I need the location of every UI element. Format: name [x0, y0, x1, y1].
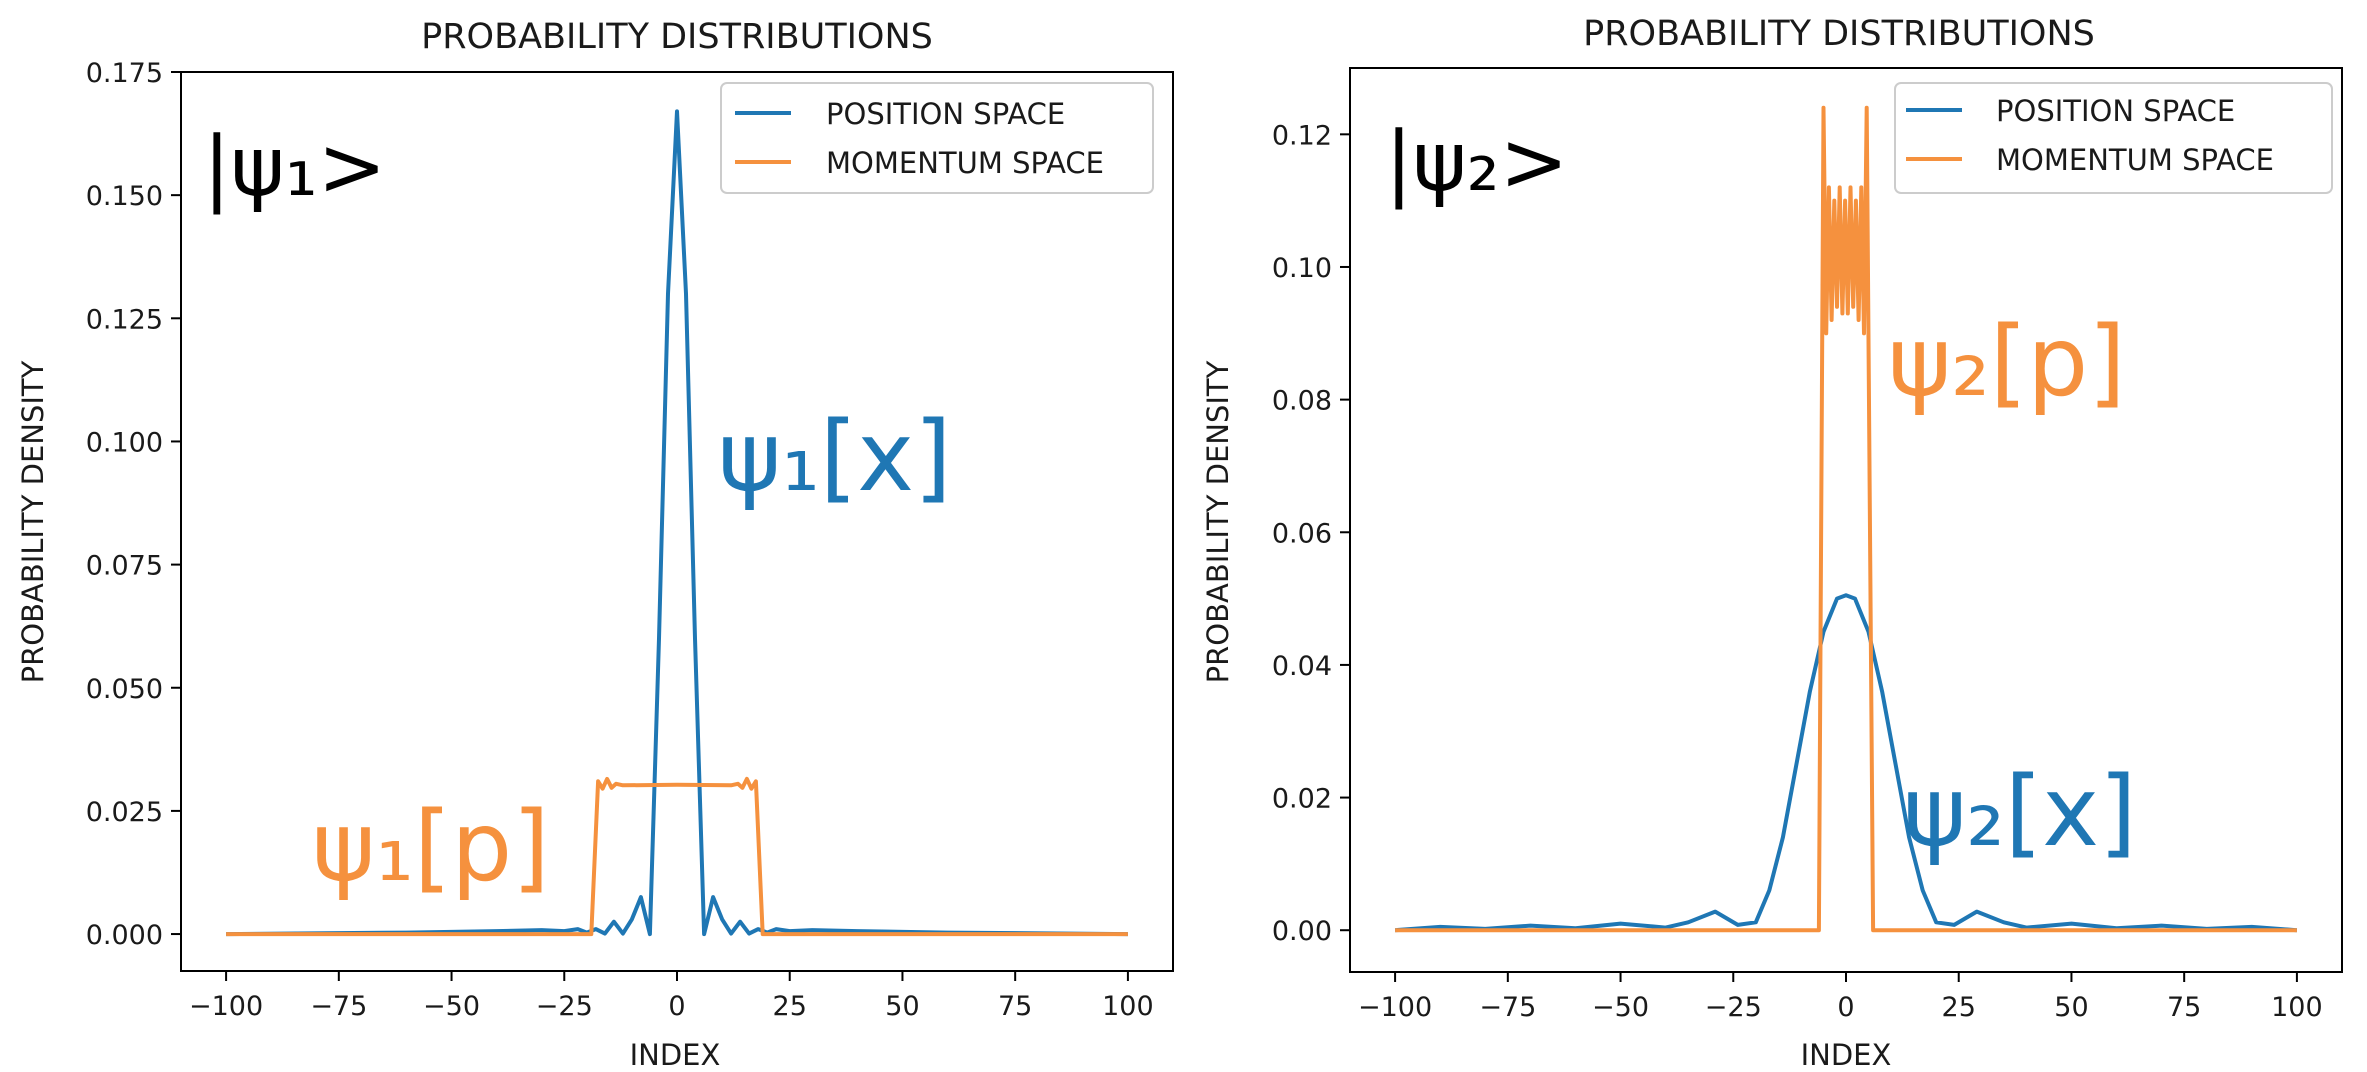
chart-panel-left: PROBABILITY DISTRIBUTIONS −100 −75 −50 −25 0…: [16, 17, 1174, 1072]
x-axis-label: INDEX: [630, 1038, 721, 1072]
y-tick-label: 0.06: [1272, 518, 1332, 549]
x-tick-label: −75: [1479, 992, 1536, 1023]
series-line-momentum-space: [226, 776, 1128, 937]
x-tick-label: 25: [773, 991, 807, 1022]
legend-box: [1894, 82, 2333, 194]
x-axis-ticks: −100 −75 −50 −25 0 25 50 75 100: [189, 971, 1154, 1022]
legend-box: [720, 82, 1154, 194]
legend: POSITION SPACE MOMENTUM SPACE: [720, 82, 1154, 194]
x-tick-label: 25: [1942, 992, 1976, 1023]
x-tick-label: 0: [1837, 992, 1854, 1023]
plot-lines: [1394, 105, 2298, 933]
y-tick-label: 0.100: [86, 427, 163, 458]
y-axis-ticks: 0.000 0.025 0.050 0.075 0.100 0.125 0.150 0.175: [86, 58, 181, 951]
y-axis-ticks: 0.00 0.02 0.04 0.06 0.08 0.10 0.12: [1272, 120, 1350, 947]
legend-label-position: POSITION SPACE: [826, 97, 1065, 131]
chart-panel-right: PROBABILITY DISTRIBUTIONS −100 −75 −50 −25 0…: [1201, 14, 2343, 1072]
x-tick-label: −75: [310, 991, 367, 1022]
annotation-psi2-p: ψ₂[p]: [1888, 306, 2126, 418]
y-tick-label: 0.150: [86, 181, 163, 212]
x-tick-label: −50: [423, 991, 480, 1022]
legend-label-position: POSITION SPACE: [1996, 94, 2235, 128]
state-label: |ψ₁>: [203, 120, 386, 215]
annotation-psi1-x: ψ₁[x]: [718, 401, 952, 513]
y-axis-label: PROBABILITY DENSITY: [16, 360, 50, 683]
x-tick-label: −100: [1358, 992, 1432, 1023]
x-tick-label: 75: [2167, 992, 2201, 1023]
x-axis-label: INDEX: [1801, 1038, 1892, 1072]
x-tick-label: 50: [885, 991, 919, 1022]
y-tick-label: 0.12: [1272, 120, 1332, 151]
x-tick-label: 100: [2271, 992, 2323, 1023]
y-tick-label: 0.125: [86, 304, 163, 335]
series-line-position-space: [1394, 593, 2298, 933]
y-tick-label: 0.075: [86, 551, 163, 582]
legend: POSITION SPACE MOMENTUM SPACE: [1894, 82, 2333, 194]
legend-label-momentum: MOMENTUM SPACE: [826, 146, 1104, 180]
chart-title: PROBABILITY DISTRIBUTIONS: [1583, 14, 2095, 54]
plot-lines: [226, 109, 1128, 937]
x-tick-label: −25: [536, 991, 593, 1022]
series-line-position-space: [226, 109, 1128, 937]
y-tick-label: 0.050: [86, 674, 163, 705]
y-tick-label: 0.175: [86, 58, 163, 89]
x-tick-label: 0: [668, 991, 685, 1022]
x-axis-ticks: −100 −75 −50 −25 0 25 50 75 100: [1358, 972, 2323, 1023]
x-tick-label: −25: [1705, 992, 1762, 1023]
annotation-psi2-x: ψ₂[x]: [1903, 756, 2137, 868]
x-tick-label: 100: [1102, 991, 1154, 1022]
y-axis-label: PROBABILITY DENSITY: [1201, 360, 1235, 683]
y-tick-label: 0.08: [1272, 386, 1332, 417]
y-tick-label: 0.025: [86, 797, 163, 828]
x-tick-label: 50: [2054, 992, 2088, 1023]
y-tick-label: 0.00: [1272, 916, 1332, 947]
chart-title: PROBABILITY DISTRIBUTIONS: [421, 17, 933, 57]
x-tick-label: −100: [189, 991, 263, 1022]
series-line-momentum-space: [1395, 105, 2297, 933]
y-tick-label: 0.02: [1272, 784, 1332, 815]
legend-label-momentum: MOMENTUM SPACE: [1996, 143, 2274, 177]
annotation-psi1-p: ψ₁[p]: [312, 791, 550, 903]
y-tick-label: 0.000: [86, 920, 163, 951]
y-tick-label: 0.04: [1272, 651, 1332, 682]
state-label: |ψ₂>: [1385, 115, 1568, 210]
x-tick-label: −50: [1592, 992, 1649, 1023]
x-tick-label: 75: [998, 991, 1032, 1022]
y-tick-label: 0.10: [1272, 253, 1332, 284]
